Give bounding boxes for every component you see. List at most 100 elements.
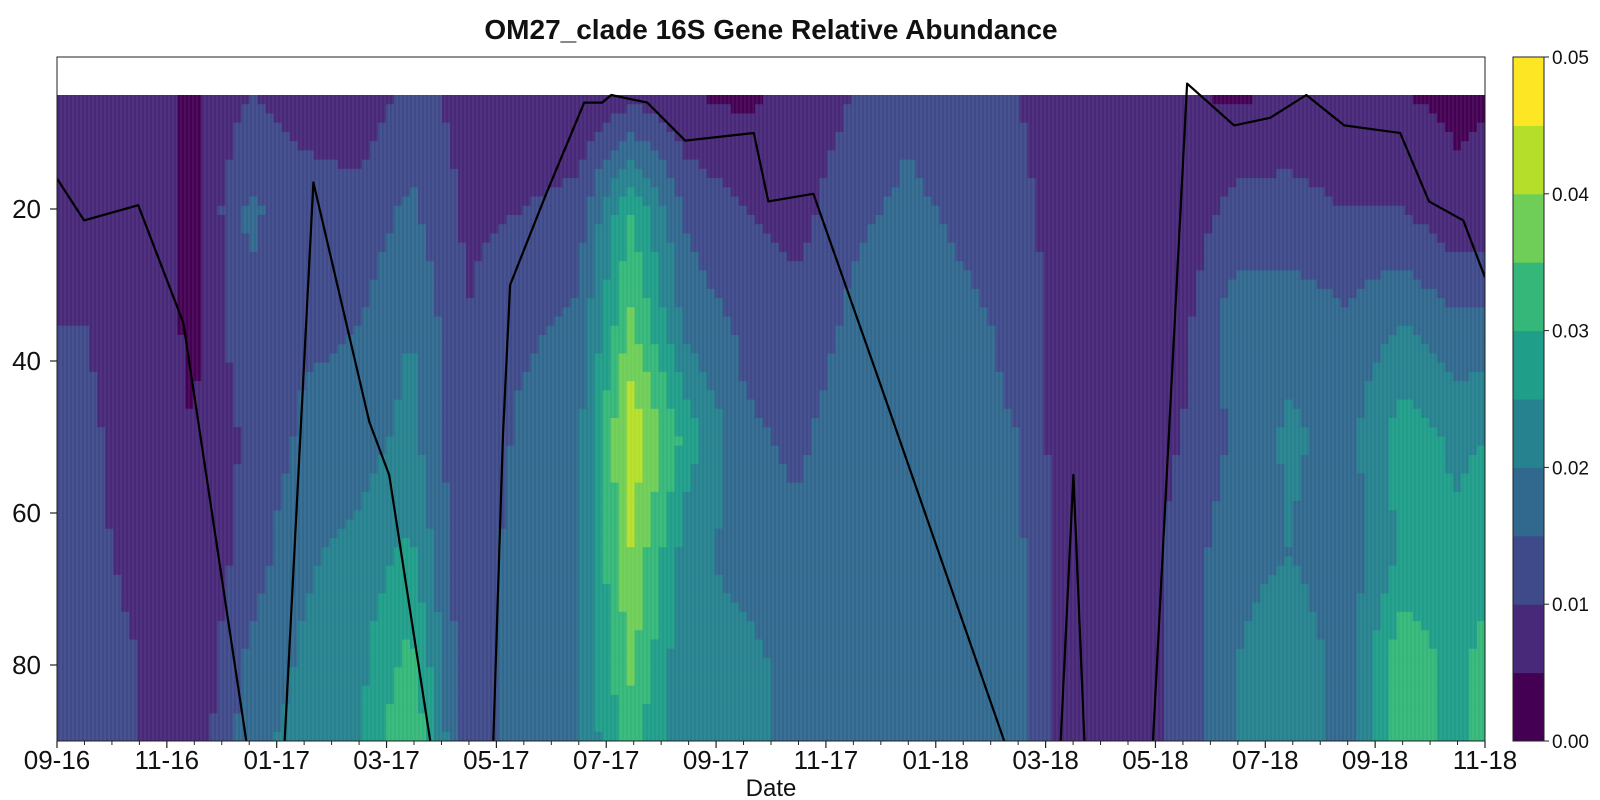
heatmap-cell <box>626 131 636 142</box>
heatmap-cell <box>1220 298 1229 308</box>
heatmap-cell <box>554 122 564 133</box>
heatmap-cell <box>105 141 114 151</box>
heatmap-cell <box>1107 205 1117 216</box>
heatmap-cell <box>193 288 202 299</box>
heatmap-cell <box>201 224 211 235</box>
heatmap-cell <box>1180 251 1189 262</box>
heatmap-cell <box>602 113 612 124</box>
heatmap-cell <box>1316 242 1326 253</box>
heatmap-cell <box>81 242 90 253</box>
heatmap-cell <box>490 261 499 271</box>
heatmap-cell <box>241 251 251 262</box>
heatmap-cell <box>1212 242 1221 253</box>
heatmap-cell <box>57 288 66 299</box>
heatmap-cell <box>1404 307 1414 318</box>
heatmap-cell <box>674 196 684 207</box>
heatmap-cell <box>1172 325 1181 336</box>
heatmap-cell <box>1316 316 1326 327</box>
heatmap-cell <box>538 233 547 244</box>
heatmap-cell <box>1091 131 1101 142</box>
heatmap-cell <box>97 288 106 299</box>
heatmap-cell <box>795 95 804 105</box>
heatmap-cell <box>979 316 989 327</box>
heatmap-cell <box>145 150 154 161</box>
heatmap-cell <box>714 150 724 161</box>
heatmap-cell <box>209 261 219 271</box>
heatmap-cell <box>891 242 900 253</box>
heatmap-cell <box>1356 205 1366 216</box>
heatmap-cell <box>594 288 604 299</box>
heatmap-cell <box>1059 113 1069 124</box>
heatmap-cell <box>305 159 315 170</box>
heatmap-cell <box>1140 279 1149 290</box>
heatmap-cell <box>345 270 355 281</box>
heatmap-cell <box>779 279 788 290</box>
heatmap-cell <box>979 251 989 262</box>
heatmap-cell <box>754 159 764 170</box>
heatmap-cell <box>1091 261 1101 271</box>
heatmap-cell <box>1308 214 1318 225</box>
heatmap-cell <box>803 214 812 225</box>
heatmap-cell <box>241 95 251 105</box>
heatmap-cell <box>1284 325 1294 336</box>
heatmap-cell <box>1332 288 1342 299</box>
heatmap-cell <box>121 168 130 179</box>
heatmap-cell <box>409 159 419 170</box>
heatmap-cell <box>1043 131 1053 142</box>
heatmap-cell <box>1364 122 1374 133</box>
heatmap-cell <box>1276 261 1286 271</box>
heatmap-cell <box>89 251 98 262</box>
heatmap-cell <box>393 95 403 105</box>
heatmap-cell <box>714 242 724 253</box>
heatmap-cell <box>1212 298 1221 308</box>
heatmap-cell <box>97 325 106 336</box>
heatmap-cell <box>754 325 764 336</box>
heatmap-cell <box>458 168 467 179</box>
heatmap-cell <box>1404 168 1414 179</box>
heatmap-cell <box>89 178 98 188</box>
heatmap-cell <box>233 334 243 345</box>
heatmap-cell <box>1404 104 1414 115</box>
heatmap-cell <box>1380 95 1390 105</box>
heatmap-cell <box>819 178 828 188</box>
heatmap-cell <box>1132 270 1141 281</box>
heatmap-cell <box>321 344 331 354</box>
heatmap-cell <box>803 344 812 354</box>
heatmap-cell <box>1107 251 1117 262</box>
heatmap-cell <box>1188 279 1197 290</box>
heatmap-cell <box>1043 178 1053 188</box>
heatmap-cell <box>121 178 130 188</box>
heatmap-cell <box>1284 104 1294 115</box>
heatmap-cell <box>353 344 363 354</box>
heatmap-cell <box>442 187 451 198</box>
heatmap-cell <box>482 279 491 290</box>
heatmap-cell <box>233 288 243 299</box>
heatmap-cell <box>1308 104 1318 115</box>
heatmap-cell <box>185 104 194 115</box>
heatmap-cell <box>979 270 989 281</box>
heatmap-cell <box>217 178 227 188</box>
heatmap-cell <box>1204 131 1213 142</box>
heatmap-cell <box>281 307 291 318</box>
heatmap-cell <box>602 196 612 207</box>
heatmap-cell <box>618 104 628 115</box>
heatmap-cell <box>674 279 684 290</box>
heatmap-cell <box>1284 168 1294 179</box>
heatmap-cell <box>827 131 836 142</box>
heatmap-cell <box>1019 150 1029 161</box>
heatmap-cell <box>137 122 146 133</box>
heatmap-cell <box>1316 178 1326 188</box>
heatmap-cell <box>426 325 435 336</box>
heatmap-cell <box>546 168 555 179</box>
heatmap-cell <box>762 233 772 244</box>
heatmap-cell <box>434 122 443 133</box>
heatmap-cell <box>738 95 748 105</box>
heatmap-cell <box>658 187 668 198</box>
heatmap-cell <box>1212 270 1221 281</box>
heatmap-cell <box>185 233 194 244</box>
heatmap-cell <box>819 205 828 216</box>
heatmap-cell <box>1420 233 1430 244</box>
heatmap-cell <box>450 214 459 225</box>
heatmap-cell <box>241 205 251 216</box>
heatmap-cell <box>594 205 604 216</box>
